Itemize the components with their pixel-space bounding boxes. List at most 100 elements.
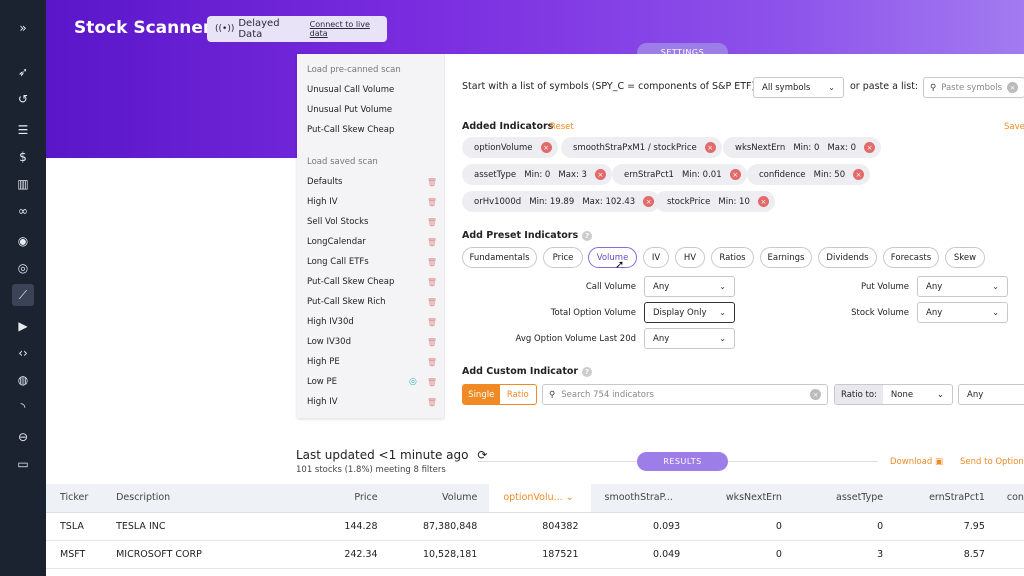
symbols-select[interactable]: All symbols ⌄ <box>753 77 844 98</box>
trash-icon[interactable]: 🗑 <box>426 377 437 387</box>
saved-scan-item[interactable]: Put-Call Skew Rich 🗑 <box>307 297 437 307</box>
precanned-scan-item[interactable]: Put-Call Skew Cheap <box>307 125 395 135</box>
indicator-search-input[interactable]: ⚲ Search 754 indicators × <box>542 384 828 405</box>
ratio-to-select[interactable]: Ratio to: None ⌄ <box>834 384 953 405</box>
saved-scan-item[interactable]: Long Call ETFs 🗑 <box>307 257 437 267</box>
saved-scan-item[interactable]: Put-Call Skew Cheap 🗑 <box>307 277 437 287</box>
saved-scan-item[interactable]: High IV 🗑 <box>307 397 437 407</box>
preset-forecasts[interactable]: Forecasts <box>883 247 939 268</box>
avg-option-volume-select[interactable]: Any ⌄ <box>644 328 735 349</box>
call-volume-select[interactable]: Any ⌄ <box>644 276 735 297</box>
trash-icon[interactable]: 🗑 <box>426 357 437 367</box>
trash-icon[interactable]: 🗑 <box>426 317 437 327</box>
col-con[interactable]: con <box>996 484 1024 513</box>
added-indicators-title: Added Indicators <box>462 121 554 132</box>
saved-scan-item[interactable]: High IV 🗑 <box>307 197 437 207</box>
help-icon[interactable]: ? <box>582 230 593 241</box>
reset-link[interactable]: Reset <box>550 122 574 132</box>
globe-icon[interactable]: ◍ <box>17 373 29 387</box>
video-icon[interactable]: ▶ <box>18 319 28 333</box>
save-link[interactable]: Save <box>1004 122 1024 132</box>
indicator-chip: confidence Min: 50 × <box>747 164 871 185</box>
precanned-scan-item[interactable]: Unusual Call Volume <box>307 85 395 95</box>
preset-price[interactable]: Price <box>543 247 583 268</box>
saved-scan-item[interactable]: High IV30d 🗑 <box>307 317 437 327</box>
download-button[interactable]: Download ▣ <box>890 457 943 467</box>
preset-dividends[interactable]: Dividends <box>818 247 877 268</box>
chain-icon[interactable]: ⊖ <box>17 430 29 444</box>
col-description[interactable]: Description <box>102 484 226 513</box>
remove-icon[interactable]: × <box>540 142 552 153</box>
col-ticker[interactable]: Ticker <box>46 484 103 513</box>
col-ern-stra-pct[interactable]: ernStraPct1 <box>895 484 997 513</box>
remove-icon[interactable]: × <box>853 169 865 180</box>
col-wks-next-ern[interactable]: wksNextErn <box>692 484 794 513</box>
clear-icon[interactable]: × <box>1007 82 1018 93</box>
saved-scan-item[interactable]: Low IV30d 🗑 <box>307 337 437 347</box>
trash-icon[interactable]: 🗑 <box>426 337 437 347</box>
col-volume[interactable]: Volume <box>389 484 490 513</box>
paste-symbols-input[interactable]: ⚲ Paste symbols × <box>923 77 1024 98</box>
sort-down-icon: ⌄ <box>565 492 574 504</box>
saved-scan-item[interactable]: Defaults 🗑 <box>307 177 437 187</box>
link-icon[interactable]: ∞ <box>18 204 28 218</box>
table-row[interactable]: TSLA TESLA INC 144.28 87,380,848 804382 … <box>46 512 1024 541</box>
remove-icon[interactable]: × <box>729 169 741 180</box>
trash-icon[interactable]: 🗑 <box>426 257 437 267</box>
single-toggle[interactable]: Single <box>463 385 500 404</box>
trash-icon[interactable]: 🗑 <box>426 177 437 187</box>
trash-icon[interactable]: 🗑 <box>426 217 437 227</box>
start-list-label: Start with a list of symbols (SPY_C = co… <box>462 81 759 92</box>
expand-chevrons-icon[interactable]: » <box>19 21 27 35</box>
help-icon[interactable]: ? <box>582 366 593 377</box>
remove-icon[interactable]: × <box>643 196 655 207</box>
broadcast-icon[interactable]: ◉ <box>17 234 29 248</box>
remove-icon[interactable]: × <box>704 142 716 153</box>
rocket-icon[interactable]: ➶ <box>17 65 29 79</box>
refresh-icon[interactable]: ⟳ <box>477 448 488 462</box>
saved-scan-item[interactable]: Low PE ◎ 🗑 <box>307 377 437 387</box>
saved-scan-item[interactable]: Sell Vol Stocks 🗑 <box>307 217 437 227</box>
col-option-volume[interactable]: optionVolu... ⌄ <box>489 484 591 513</box>
preset-iv[interactable]: IV <box>643 247 669 268</box>
stock-volume-select[interactable]: Any ⌄ <box>917 302 1008 323</box>
history-icon[interactable]: ↺ <box>17 92 29 106</box>
line-chart-icon[interactable]: ⟋ <box>12 284 34 306</box>
remove-icon[interactable]: × <box>594 169 606 180</box>
trash-icon[interactable]: 🗑 <box>426 277 437 287</box>
col-asset-type[interactable]: assetType <box>793 484 896 513</box>
table-row[interactable]: MSFT MICROSOFT CORP 242.34 10,528,181 18… <box>46 540 1024 569</box>
trash-icon[interactable]: 🗑 <box>426 197 437 207</box>
ratio-toggle[interactable]: Ratio <box>506 389 529 400</box>
rss-icon[interactable]: ◝ <box>20 400 26 414</box>
precanned-scan-item[interactable]: Unusual Put Volume <box>307 105 393 115</box>
put-volume-select[interactable]: Any ⌄ <box>917 276 1008 297</box>
trash-icon[interactable]: 🗑 <box>426 297 437 307</box>
remove-icon[interactable]: × <box>864 142 876 153</box>
connect-live-link[interactable]: Connect to live data <box>309 20 370 38</box>
send-to-option-button[interactable]: Send to Option <box>960 457 1024 467</box>
preset-hv[interactable]: HV <box>675 247 705 268</box>
results-tab[interactable]: RESULTS <box>637 452 728 471</box>
trash-icon[interactable]: 🗑 <box>426 237 437 247</box>
preset-ratios[interactable]: Ratios <box>711 247 754 268</box>
clear-icon[interactable]: × <box>810 389 821 400</box>
chart-bars-icon[interactable]: ▥ <box>17 177 29 191</box>
preset-earnings[interactable]: Earnings <box>760 247 812 268</box>
money-bag-icon[interactable]: $ <box>19 150 27 164</box>
col-price[interactable]: Price <box>225 484 390 513</box>
col-smooth-stra[interactable]: smoothStraP... <box>590 484 693 513</box>
total-option-volume-select[interactable]: Display Only ⌄ <box>644 302 735 323</box>
code-icon[interactable]: ‹› <box>18 346 28 360</box>
preset-fundamentals[interactable]: Fundamentals <box>462 247 537 268</box>
saved-scan-item[interactable]: High PE 🗑 <box>307 357 437 367</box>
list-icon[interactable]: ☰ <box>17 123 29 137</box>
preset-skew[interactable]: Skew <box>945 247 985 268</box>
preset-volume[interactable]: Volume <box>588 247 637 268</box>
ratio-condition-select[interactable]: Any <box>958 384 1024 405</box>
target-icon[interactable]: ◎ <box>17 261 29 275</box>
card-icon[interactable]: ▭ <box>17 457 29 471</box>
trash-icon[interactable]: 🗑 <box>426 397 437 407</box>
saved-scan-item[interactable]: LongCalendar 🗑 <box>307 237 437 247</box>
remove-icon[interactable]: × <box>757 196 769 207</box>
